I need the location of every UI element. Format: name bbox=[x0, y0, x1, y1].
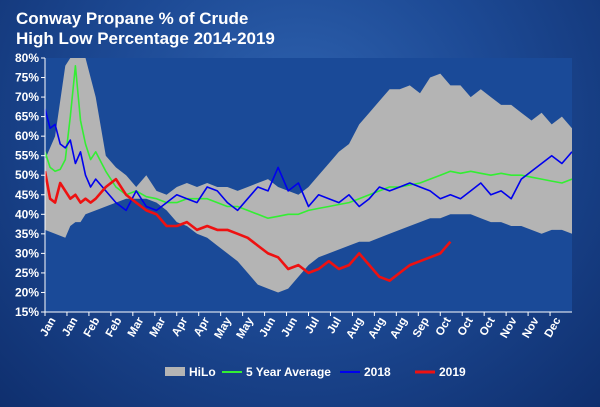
legend-label-series-2018: 2018 bbox=[364, 365, 391, 379]
legend-item-series-2019: 2019 bbox=[415, 365, 466, 379]
x-tick-label: Jun bbox=[279, 315, 300, 339]
x-tick-label: May bbox=[213, 315, 235, 341]
x-tick-label: Sep bbox=[411, 316, 432, 340]
x-tick-label: Dec bbox=[543, 315, 564, 340]
x-tick-label: Jun bbox=[258, 316, 279, 340]
legend-swatch-hilo bbox=[165, 367, 185, 376]
y-tick-label: 80% bbox=[15, 51, 39, 65]
x-tick-label: Apr bbox=[170, 315, 191, 339]
chart-title: Conway Propane % of Crude bbox=[16, 9, 249, 28]
y-tick-label: 70% bbox=[15, 90, 39, 104]
x-tick-label: Jan bbox=[38, 316, 58, 339]
y-tick-label: 35% bbox=[15, 227, 39, 241]
series-5-year-average bbox=[45, 65, 572, 219]
y-tick-label: 65% bbox=[15, 110, 39, 124]
legend-label-series-2019: 2019 bbox=[439, 365, 466, 379]
series-layer bbox=[45, 65, 572, 283]
x-tick-label: Jul bbox=[325, 315, 344, 335]
hilo-band-layer bbox=[45, 58, 572, 293]
y-tick-label: 40% bbox=[15, 207, 39, 221]
x-tick-label: Jan bbox=[60, 315, 80, 338]
y-tick-label: 75% bbox=[15, 71, 39, 85]
x-tick-label: Apr bbox=[192, 315, 213, 339]
y-tick-label: 30% bbox=[15, 246, 39, 260]
y-tick-label: 50% bbox=[15, 168, 39, 182]
series-2019 bbox=[45, 171, 452, 283]
series-2018 bbox=[45, 108, 572, 212]
x-tick-label: Aug bbox=[388, 315, 410, 340]
x-tick-label: Nov bbox=[498, 315, 520, 340]
x-tick-label: Feb bbox=[104, 316, 125, 340]
legend: HiLo 5 Year Average 2018 2019 bbox=[165, 365, 466, 379]
y-tick-label: 45% bbox=[15, 188, 39, 202]
x-tick-label: May bbox=[235, 315, 257, 341]
y-tick-label: 15% bbox=[15, 305, 39, 319]
x-tick-label: Oct bbox=[434, 315, 454, 338]
x-tick-label: Mar bbox=[126, 315, 147, 339]
y-tick-label: 25% bbox=[15, 266, 39, 280]
legend-label-hilo: HiLo bbox=[189, 365, 216, 379]
legend-item-series-2018: 2018 bbox=[340, 365, 391, 379]
legend-item-hilo: HiLo bbox=[165, 365, 216, 379]
x-tick-label: Oct bbox=[478, 315, 498, 338]
y-tick-label: 55% bbox=[15, 149, 39, 163]
x-tick-label: Feb bbox=[82, 316, 103, 340]
legend-label-series-5-year-average: 5 Year Average bbox=[246, 365, 331, 379]
x-tick-label: Jul bbox=[303, 316, 322, 336]
x-tick-label: Oct bbox=[456, 315, 476, 338]
hilo-band bbox=[45, 58, 572, 293]
x-tick-label: Aug bbox=[344, 316, 366, 341]
x-tick-label: Mar bbox=[148, 315, 169, 339]
y-tick-label: 20% bbox=[15, 285, 39, 299]
x-tick-label: Aug bbox=[366, 316, 388, 341]
y-tick-label: 60% bbox=[15, 129, 39, 143]
legend-item-series-5-year-average: 5 Year Average bbox=[222, 365, 331, 379]
chart-subtitle: High Low Percentage 2014-2019 bbox=[16, 29, 275, 48]
x-tick-label: Nov bbox=[520, 315, 542, 340]
